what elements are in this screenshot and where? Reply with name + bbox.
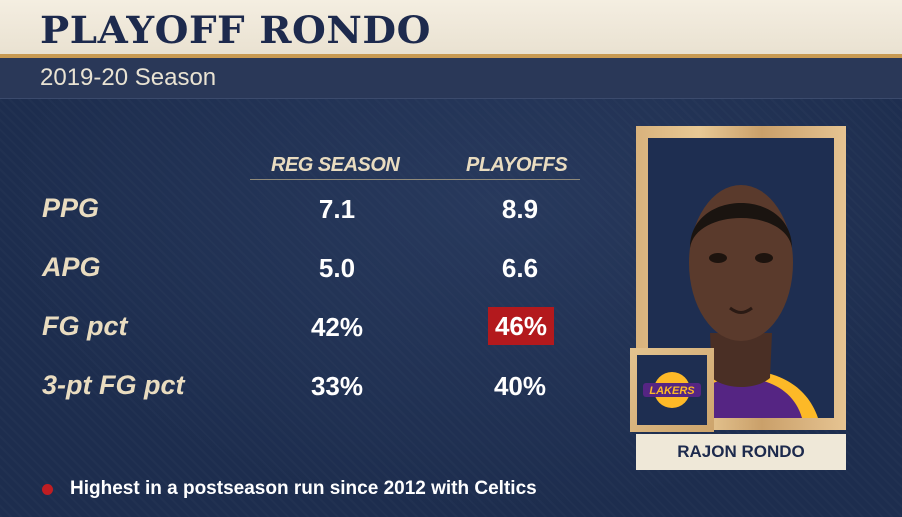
page-title: PLAYOFF RONDO: [40, 8, 432, 52]
row-label-apg: APG: [42, 252, 101, 282]
row-label-3pt-fg-pct: 3-pt FG pct: [42, 370, 185, 400]
value-3pt-fg-pct-reg: 33%: [310, 371, 364, 401]
lakers-logo-icon: LAKERS: [643, 372, 701, 408]
value-apg-reg: 5.0: [318, 253, 356, 283]
value-fg-pct-playoffs-highlighted: 46%: [488, 307, 554, 345]
player-name: RAJON RONDO: [677, 442, 805, 461]
player-photo-frame: [636, 126, 846, 430]
player-portrait: [668, 185, 818, 418]
row-label-ppg: PPG: [42, 193, 100, 223]
team-logo-frame: LAKERS: [630, 348, 714, 432]
column-header-playoffs: PLAYOFFS: [466, 154, 568, 176]
value-fg-pct-reg: 42%: [310, 312, 364, 342]
team-logo-background: LAKERS: [637, 355, 707, 425]
team-logo-wordmark: LAKERS: [649, 385, 695, 397]
value-apg-playoffs: 6.6: [501, 253, 539, 283]
value-ppg-playoffs: 8.9: [501, 194, 539, 224]
title-underline: [0, 54, 902, 58]
value-ppg-reg: 7.1: [318, 194, 356, 224]
row-label-fg-pct: FG pct: [42, 311, 128, 341]
header-divider: [250, 179, 580, 180]
player-name-plate: RAJON RONDO: [636, 434, 846, 470]
season-subtitle: 2019-20 Season: [40, 64, 217, 91]
value-3pt-fg-pct-playoffs: 40%: [493, 371, 547, 401]
footnote-text: Highest in a postseason run since 2012 w…: [70, 478, 537, 499]
red-bullet-icon: [42, 484, 53, 495]
player-photo-area: [648, 138, 834, 418]
stats-table: REG SEASON PLAYOFFS PPG 7.1 8.9 APG 5.0 …: [42, 154, 580, 401]
subtitle-bar: 2019-20 Season: [0, 58, 902, 99]
title-bar: PLAYOFF RONDO: [0, 0, 902, 58]
column-header-reg-season: REG SEASON: [271, 154, 400, 176]
